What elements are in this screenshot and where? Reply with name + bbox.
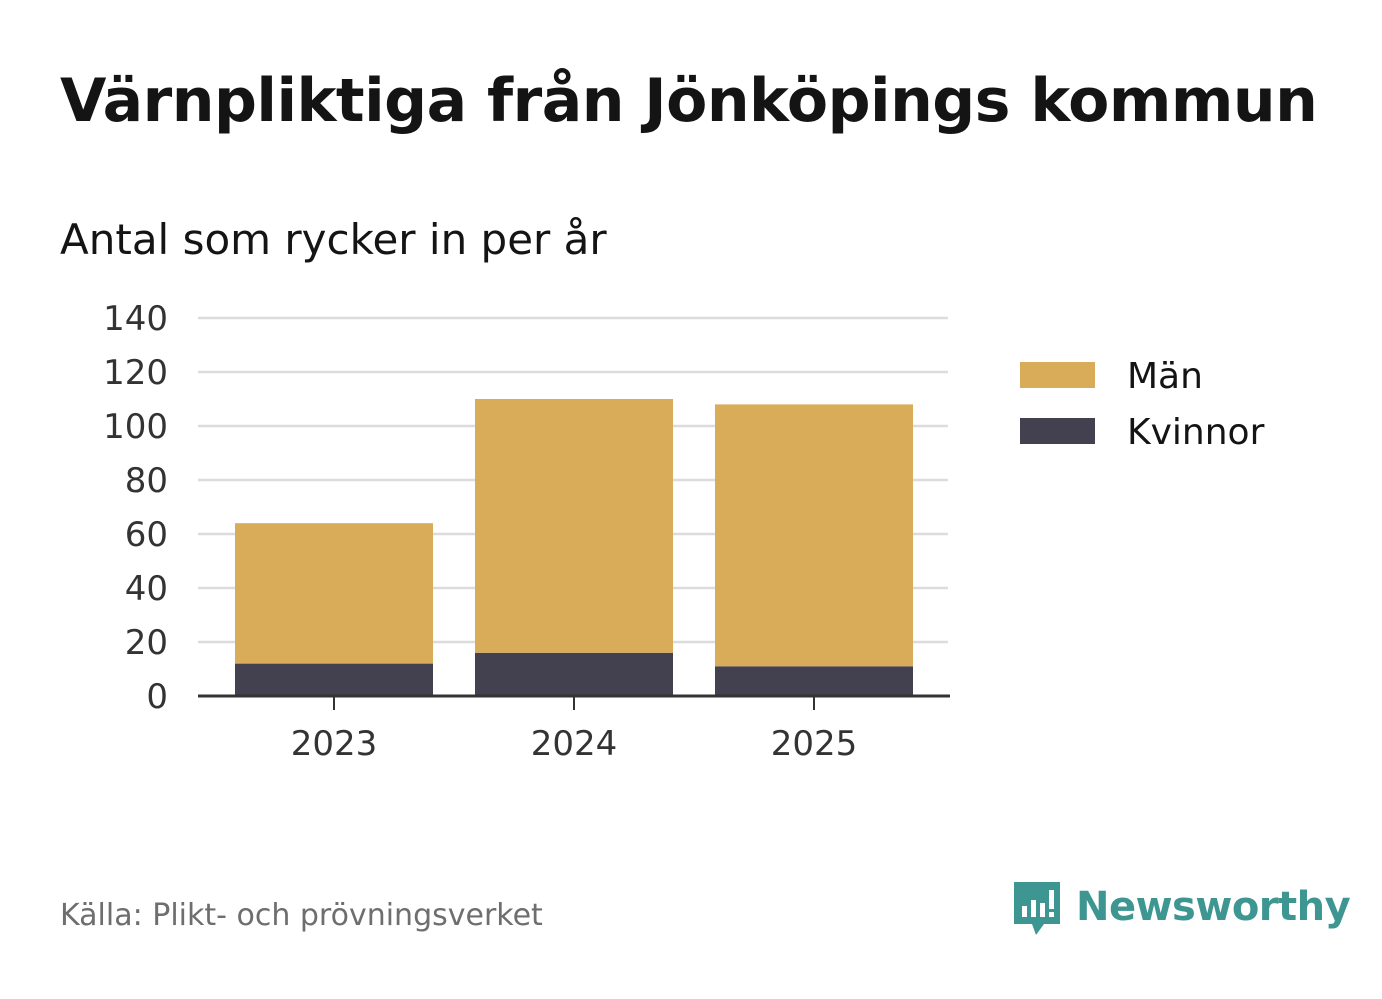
stacked-bar-chart: 0 20 40 60 80 100 120 140 2023 2024 2025 Män Kvinn… (103, 299, 1265, 764)
chart-title: Värnpliktiga från Jönköpings kommun (60, 66, 1318, 136)
newsworthy-logo: Newsworthy (1012, 878, 1351, 936)
x-axis: 2023 2024 2025 (198, 694, 950, 764)
bar-män-2025 (715, 404, 913, 667)
y-tick-label: 120 (103, 353, 168, 393)
bar-kvinnor-2025 (715, 666, 913, 696)
legend-label-män: Män (1127, 356, 1203, 397)
bar-män-2024 (475, 399, 673, 653)
y-tick-label: 60 (125, 515, 168, 555)
y-tick-label: 0 (146, 677, 168, 717)
x-tick-label: 2025 (771, 724, 858, 764)
chart-subtitle: Antal som rycker in per år (60, 215, 607, 264)
y-tick-label: 40 (125, 569, 168, 609)
y-tick-label: 100 (103, 407, 168, 447)
brand-name: Newsworthy (1076, 884, 1351, 930)
legend-swatch-män (1020, 362, 1095, 388)
legend: Män Kvinnor (1020, 356, 1265, 453)
bar-kvinnor-2024 (475, 652, 673, 696)
bars (235, 399, 913, 696)
y-tick-label: 20 (125, 623, 168, 663)
source-note: Källa: Plikt- och prövningsverket (60, 898, 543, 933)
y-tick-label: 80 (125, 461, 168, 501)
newsworthy-logo-icon (1014, 882, 1060, 935)
legend-label-kvinnor: Kvinnor (1127, 412, 1265, 453)
y-tick-label: 140 (103, 299, 168, 339)
y-axis-ticks: 0 20 40 60 80 100 120 140 (103, 299, 168, 717)
x-tick-label: 2023 (291, 724, 378, 764)
bar-kvinnor-2023 (235, 663, 433, 696)
legend-swatch-kvinnor (1020, 418, 1095, 444)
bar-män-2023 (235, 523, 433, 664)
x-tick-label: 2024 (531, 724, 618, 764)
